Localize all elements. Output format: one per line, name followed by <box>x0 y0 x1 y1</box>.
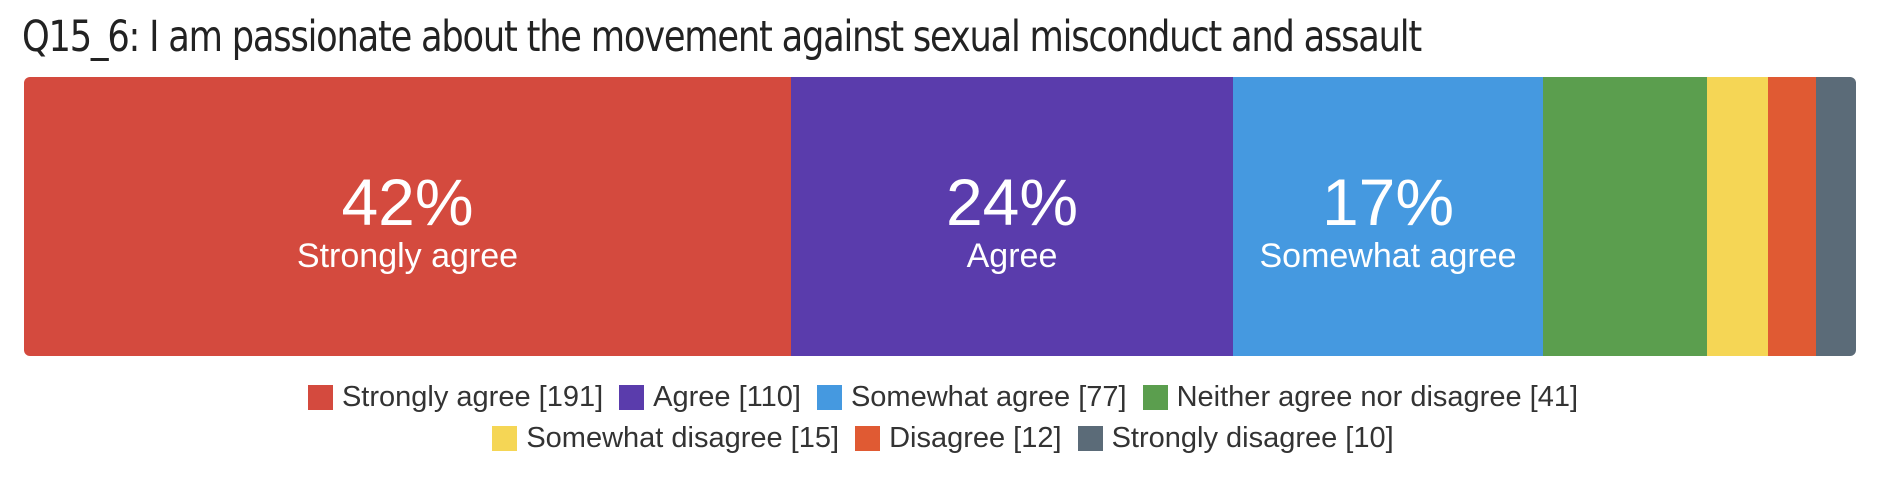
bar-segment-strongly-disagree <box>1816 77 1856 356</box>
segment-label: 42% Strongly agree <box>297 169 518 277</box>
stacked-bar: 42% Strongly agree 24% Agree 17% Somewhat agr… <box>24 77 1856 356</box>
segment-name: Strongly agree <box>296 237 519 275</box>
chart-title: Q15_6: I am passionate about the movemen… <box>22 12 1422 62</box>
legend-label: Agree [110] <box>653 381 801 413</box>
segment-percent: 42% <box>341 165 474 239</box>
legend-item: Agree [110] <box>619 380 801 414</box>
bar-segment-somewhat-disagree <box>1707 77 1768 356</box>
legend-label: Strongly disagree [10] <box>1111 422 1394 454</box>
legend-item: Somewhat disagree [15] <box>492 421 839 455</box>
bar-segment-strongly-agree: 42% Strongly agree <box>24 77 791 356</box>
segment-label: 17% Somewhat agree <box>1259 169 1516 277</box>
legend-item: Strongly disagree [10] <box>1077 421 1394 455</box>
legend-item: Strongly agree [191] <box>307 380 604 414</box>
legend-swatch <box>816 384 842 410</box>
bar-segment-disagree <box>1768 77 1816 356</box>
legend-row-1: Strongly agree [191] Agree [110] Somewhat … <box>0 380 1886 414</box>
legend-label: Neither agree nor disagree [41] <box>1176 381 1579 413</box>
legend-label: Strongly agree [191] <box>341 381 604 413</box>
segment-name: Somewhat agree <box>1259 237 1517 275</box>
segment-label: 24% Agree <box>946 169 1078 277</box>
bar-segment-somewhat-agree: 17% Somewhat agree <box>1233 77 1543 356</box>
segment-name: Agree <box>966 237 1058 275</box>
legend-swatch <box>307 384 333 410</box>
legend-label: Somewhat agree [77] <box>850 381 1127 413</box>
legend-swatch <box>619 384 645 410</box>
legend-swatch <box>492 425 518 451</box>
legend-label: Disagree [12] <box>889 422 1062 454</box>
bar-segment-agree: 24% Agree <box>791 77 1233 356</box>
segment-percent: 24% <box>945 165 1079 239</box>
segment-percent: 17% <box>1321 165 1455 239</box>
legend-swatch <box>1077 425 1103 451</box>
legend-item: Disagree [12] <box>855 421 1062 455</box>
legend-item: Somewhat agree [77] <box>816 380 1127 414</box>
legend-label: Somewhat disagree [15] <box>526 422 840 454</box>
legend-swatch <box>855 425 881 451</box>
legend-item: Neither agree nor disagree [41] <box>1142 380 1579 414</box>
bar-segment-neither-agree-nor-disagree <box>1543 77 1707 356</box>
legend-swatch <box>1142 384 1168 410</box>
legend-row-2: Somewhat disagree [15] Disagree [12] Stron… <box>0 421 1886 455</box>
